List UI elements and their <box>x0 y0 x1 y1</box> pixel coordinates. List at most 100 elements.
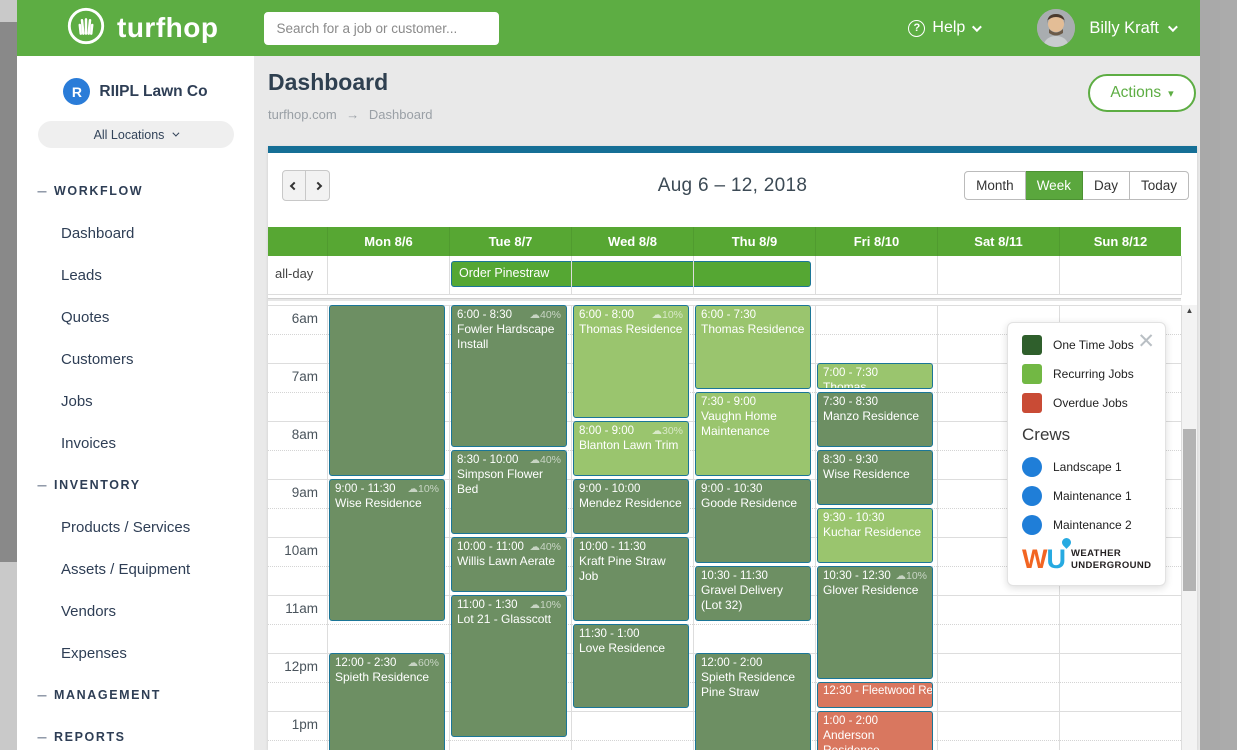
calendar-event[interactable]: 6:00 - 8:00 ☁10% Thomas Residence <box>573 305 689 418</box>
event-title: Gravel Delivery (Lot 32) <box>701 583 784 612</box>
column-line <box>571 305 572 750</box>
event-title: Vaughn Home Maintenance <box>701 409 777 438</box>
event-time: 8:30 - 9:30 <box>823 454 878 466</box>
event-title: Wise Residence <box>823 467 910 481</box>
calendar-event[interactable]: 10:00 - 11:30 Kraft Pine Straw Job <box>573 537 689 621</box>
column-line <box>815 305 816 750</box>
all-day-event[interactable]: Order Pinestraw <box>451 261 811 287</box>
weather-badge: ☁40% <box>529 309 561 321</box>
sidebar-item-assets-equipment[interactable]: Assets / Equipment <box>61 560 191 578</box>
grid-line <box>1059 256 1060 295</box>
sidebar-section-workflow[interactable]: --- WORKFLOW <box>17 170 254 212</box>
calendar-scrollbar[interactable]: ▲ <box>1182 305 1197 750</box>
calendar-event[interactable]: 10:00 - 11:00 ☁40% Willis Lawn Aerate <box>451 537 567 592</box>
legend-crew-row[interactable]: Landscape 1 <box>1022 457 1165 477</box>
search-input[interactable] <box>264 11 500 45</box>
scrollbar-thumb[interactable] <box>0 22 17 562</box>
calendar-event[interactable]: 6:00 - 7:30 Thomas Residence <box>695 305 811 389</box>
sidebar-item-vendors[interactable]: Vendors <box>61 602 117 620</box>
calendar-event[interactable]: 10:30 - 11:30 Gravel Delivery (Lot 32) <box>695 566 811 621</box>
calendar-event[interactable]: 12:00 - 2:30 ☁60% Spieth Residence <box>329 653 445 750</box>
sidebar-scrollbar[interactable] <box>0 0 17 750</box>
brand-logo[interactable]: turfhop <box>65 5 218 52</box>
sidebar-item-invoices[interactable]: Invoices <box>61 434 117 452</box>
calendar-event[interactable]: 9:30 - 10:30 Kuchar Residence <box>817 508 933 563</box>
sidebar-item-jobs[interactable]: Jobs <box>61 392 93 410</box>
sidebar-item-products-services[interactable]: Products / Services <box>61 518 191 536</box>
grid-line <box>693 256 694 295</box>
event-time: 12:00 - 2:00 <box>701 657 763 669</box>
sidebar-section-inventory[interactable]: --- INVENTORY <box>17 464 254 506</box>
avatar[interactable] <box>1037 9 1076 47</box>
calendar-event[interactable]: 9:00 - 10:00 Mendez Residence <box>573 479 689 534</box>
calendar-event[interactable]: 7:30 - 9:00 Vaughn Home Maintenance <box>695 392 811 476</box>
event-time: 7:00 - 7:30 <box>823 367 878 379</box>
event-time: 8:00 - 9:00 <box>579 425 634 437</box>
user-menu[interactable]: Billy Kraft <box>1089 19 1178 38</box>
calendar-event[interactable]: 6:00 - 8:30 ☁40% Fowler Hardscape Install <box>451 305 567 447</box>
calendar-event[interactable]: 7:00 - 7:30 Thomas <box>817 363 933 389</box>
scrollbar-thumb[interactable] <box>1183 429 1196 591</box>
weather-badge: ☁10% <box>651 309 683 321</box>
week-header-gutter <box>268 227 327 256</box>
calendar-event[interactable]: 9:00 - 10:30 Goode Residence <box>695 479 811 563</box>
sidebar-item-expenses[interactable]: Expenses <box>61 644 127 662</box>
calendar-event[interactable]: 11:30 - 1:00 Love Residence <box>573 624 689 708</box>
sidebar-section-reports[interactable]: --- REPORTS <box>17 716 254 750</box>
event-time: 7:30 - 8:30 <box>823 396 878 408</box>
scroll-up-arrow-icon[interactable]: ▲ <box>1185 306 1194 315</box>
section-label: MANAGEMENT <box>54 688 161 702</box>
event-title: Willis Lawn Aerate <box>457 554 556 568</box>
view-button-week[interactable]: Week <box>1025 171 1083 200</box>
view-button-day[interactable]: Day <box>1082 171 1130 200</box>
event-title: Blanton Lawn Trim <box>579 438 679 452</box>
event-time: 10:30 - 11:30 <box>701 570 768 582</box>
calendar-accent-bar <box>268 146 1197 153</box>
sidebar-item-leads[interactable]: Leads <box>61 266 102 284</box>
breadcrumb-root[interactable]: turfhop.com <box>268 107 337 122</box>
sidebar-item-quotes[interactable]: Quotes <box>61 308 110 326</box>
event-title: Spieth Residence Pine Straw <box>701 670 796 699</box>
calendar-event[interactable]: 10:30 - 12:30 ☁10% Glover Residence <box>817 566 933 679</box>
calendar-event[interactable]: 1:00 - 2:00 Anderson Residence <box>817 711 933 750</box>
calendar-event[interactable]: 8:30 - 10:00 ☁40% Simpson Flower Bed <box>451 450 567 534</box>
crew-color-dot <box>1022 486 1042 506</box>
event-title: Fowler Hardscape Install <box>457 322 555 351</box>
legend-crew-row[interactable]: Maintenance 1 <box>1022 486 1165 506</box>
section-label: INVENTORY <box>54 478 141 492</box>
sidebar-section-management[interactable]: --- MANAGEMENT <box>17 674 254 716</box>
crews-title: Crews <box>1022 425 1071 444</box>
locations-dropdown[interactable]: All Locations <box>37 121 234 148</box>
calendar-event[interactable]: 12:30 - Fleetwood Re <box>817 682 933 708</box>
close-icon[interactable]: ✕ <box>1137 330 1155 353</box>
event-time: 10:00 - 11:30 <box>579 541 646 553</box>
company-row[interactable]: R RIIPL Lawn Co <box>17 78 254 105</box>
calendar-event[interactable]: 8:00 - 9:00 ☁30% Blanton Lawn Trim <box>573 421 689 476</box>
weather-badge: ☁30% <box>651 425 683 437</box>
legend-crew-row[interactable]: Maintenance 2 <box>1022 515 1165 535</box>
view-button-today[interactable]: Today <box>1129 171 1189 200</box>
calendar-event[interactable] <box>329 305 445 476</box>
sidebar-item-customers[interactable]: Customers <box>61 350 134 368</box>
next-week-button[interactable] <box>306 170 330 201</box>
calendar-event[interactable]: 11:00 - 1:30 ☁10% Lot 21 - Glasscott <box>451 595 567 737</box>
actions-button[interactable]: Actions ▾ <box>1088 74 1196 112</box>
event-title: Thomas <box>823 380 867 389</box>
calendar-event[interactable]: 9:00 - 11:30 ☁10% Wise Residence <box>329 479 445 621</box>
chevron-down-icon <box>172 129 180 137</box>
prev-week-button[interactable] <box>282 170 306 201</box>
sidebar-item-dashboard[interactable]: Dashboard <box>61 224 135 242</box>
calendar-event[interactable]: 12:00 - 2:00 Spieth Residence Pine Straw <box>695 653 811 750</box>
window-scrollbar[interactable] <box>1220 0 1237 750</box>
help-menu[interactable]: ? Help <box>908 19 983 37</box>
calendar-event[interactable]: 8:30 - 9:30 Wise Residence <box>817 450 933 505</box>
calendar-event[interactable]: 7:30 - 8:30 Manzo Residence <box>817 392 933 447</box>
view-button-month[interactable]: Month <box>964 171 1026 200</box>
event-title: Manzo Residence <box>823 409 920 423</box>
event-time-row: 11:00 - 1:30 ☁10% <box>457 599 561 611</box>
window-edge <box>1200 0 1220 750</box>
turfhop-grass-icon <box>65 5 107 52</box>
company-logo: R <box>63 78 91 105</box>
weather-badge: ☁60% <box>407 657 439 669</box>
event-time-row: 8:30 - 9:30 <box>823 454 927 466</box>
